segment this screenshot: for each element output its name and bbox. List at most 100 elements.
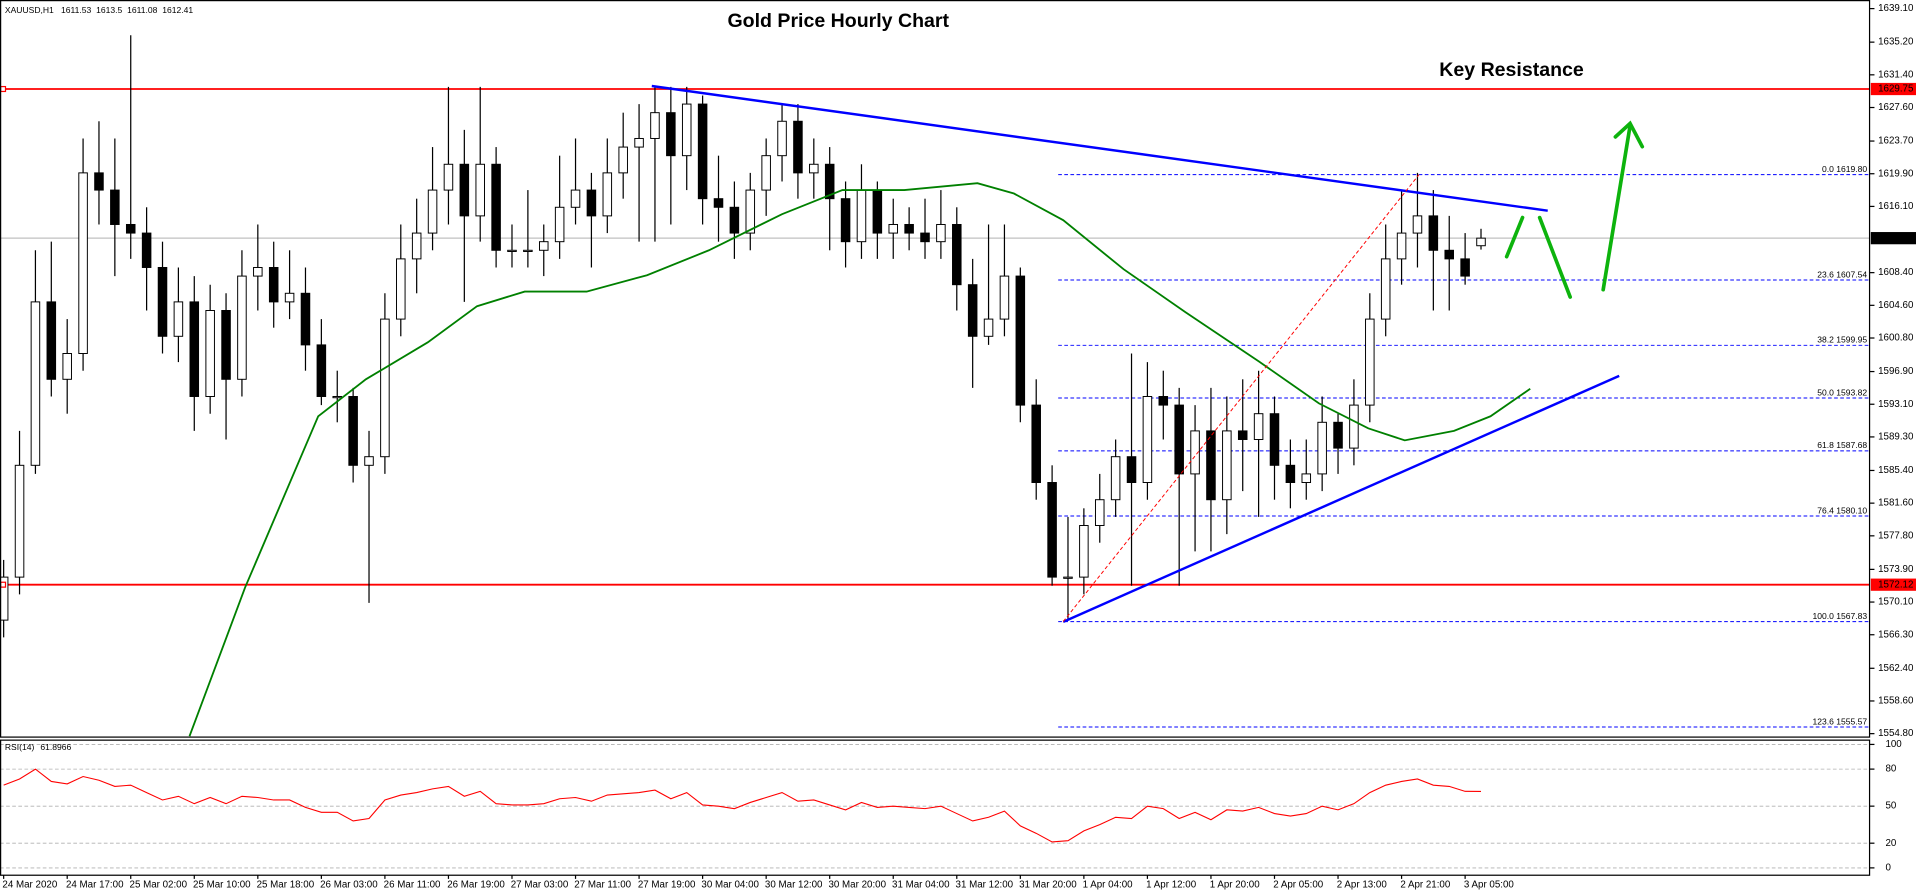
symbol: XAUUSD,H1 [5,5,54,15]
candle-body [1222,430,1232,501]
candle-body [348,396,358,466]
x-tick-label: 27 Mar 03:00 [511,880,569,891]
candle-body [1158,396,1169,406]
candle-body [650,112,660,139]
x-tick-label: 27 Mar 19:00 [638,880,696,891]
candle-body [1460,258,1470,277]
candle-body [586,189,597,217]
candle-body [1094,499,1105,526]
candle-body [46,301,57,380]
candle-body [443,163,454,191]
arrow-down [1537,215,1573,299]
candle-body [110,189,120,225]
trendline [1062,374,1620,623]
candle-body [205,310,215,397]
x-tick-label: 30 Mar 20:00 [828,880,886,891]
overlay-layer [188,84,1620,737]
symbol-header: XAUUSD,H1 1611.53 1613.5 1611.08 1612.41 [5,5,193,15]
candle-body [983,318,994,337]
x-tick-label: 1 Apr 12:00 [1146,880,1197,891]
y-tick-label: 1593.10 [1878,399,1914,410]
fib-label: 50.0 1593.82 [1817,387,1867,397]
candle-body [570,189,581,208]
candle-body [1110,456,1121,501]
y-tick-label: 1570.10 [1878,597,1914,608]
candle-body [364,456,374,466]
moving-average [188,182,1531,737]
y-tick-label: 1577.80 [1878,530,1914,541]
y-tick-label: 1585.40 [1878,465,1914,476]
candle-body [1317,421,1327,475]
candle-body [904,223,914,234]
candle-body [729,206,740,234]
candle-body [316,344,327,397]
y-tick-label: 1616.10 [1878,201,1914,212]
candle-body [475,163,485,217]
candle-body [634,137,644,148]
candle-body [1174,404,1184,475]
candle-body [872,189,883,234]
rsi-last: 61.8966 [40,742,71,752]
trendline [651,84,1548,212]
candle-body [78,172,88,354]
candle-body [999,275,1010,320]
y-tick-label: 1581.60 [1878,498,1914,509]
candle-body [1206,430,1216,501]
y-tick-label: 1589.30 [1878,431,1914,442]
candle-body [459,163,470,217]
candle-body [602,172,613,217]
last-open: 1611.53 [61,5,92,15]
x-tick-label: 27 Mar 11:00 [574,880,631,891]
last-low: 1611.08 [127,5,158,15]
candle-body [237,275,247,380]
level-marker [0,85,7,93]
rsi-line [3,768,1482,843]
rsi-frame [0,739,1871,876]
candle-body [14,464,25,578]
candle-body [507,249,517,252]
candle-body [523,249,533,252]
x-tick-label: 30 Mar 12:00 [765,880,823,891]
x-tick-label: 24 Mar 17:00 [66,880,124,891]
candle-body [1412,215,1423,234]
fib-label: 38.2 1599.95 [1817,335,1867,345]
arrow-head [1613,120,1645,149]
candle-body [125,223,136,234]
candle-body [380,318,390,458]
candle-body [1015,275,1026,406]
candle-body [1396,232,1407,260]
candle-body [666,112,676,157]
candle-body [332,396,343,399]
y-tick-label: 1554.80 [1878,728,1914,739]
annotation: Key Resistance [1439,59,1584,81]
level-box [1870,578,1916,591]
x-tick-label: 2 Apr 05:00 [1273,880,1324,891]
candle-body [1063,576,1073,579]
current-price-label: 1612.41 [1878,233,1913,244]
rsi-panel [0,743,1870,869]
candle-body [888,223,899,234]
x-tick-label: 30 Mar 04:00 [701,880,759,891]
candle-body [967,284,978,337]
x-tick-label: 25 Mar 10:00 [193,880,251,891]
candle-body [681,103,692,157]
y-tick-label: 1635.20 [1878,37,1914,48]
x-tick-label: 24 Mar 2020 [2,880,57,891]
candle-body [0,576,9,621]
candle-body [396,258,406,320]
candle-body [952,223,962,286]
y-tick-label: 1623.70 [1878,136,1914,147]
candle-body [411,232,422,260]
y-tick-label: 1639.10 [1878,3,1914,14]
fib-label: 23.6 1607.54 [1817,269,1867,279]
chart-title: Gold Price Hourly Chart [727,10,949,32]
candle-body [761,155,771,191]
x-tick-label: 31 Mar 04:00 [892,880,950,891]
last-high: 1613.5 [96,5,122,15]
y-tick-label: 1604.60 [1878,300,1914,311]
level-label: 1572.12 [1878,579,1913,590]
candle-body [141,232,152,268]
candle-body [809,163,819,174]
